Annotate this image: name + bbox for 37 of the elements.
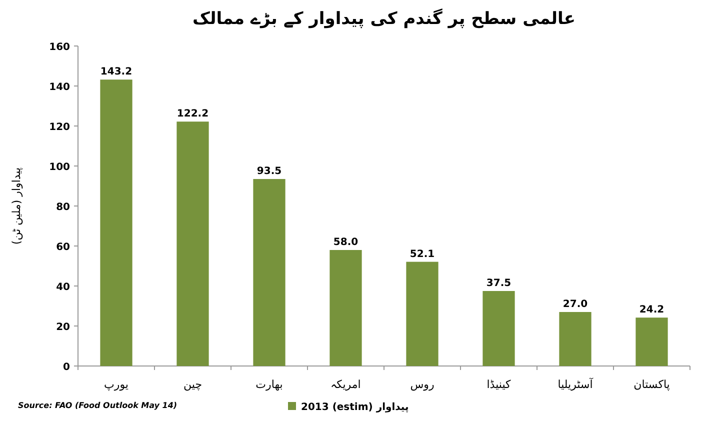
x-tick-label: کینیڈا [486,378,512,391]
y-tick-label: 40 [56,282,70,293]
y-tick-label: 60 [56,242,70,253]
data-label: 27.0 [562,299,588,310]
data-label: 143.2 [100,66,132,78]
x-tick-label: یورپ [104,378,128,391]
y-tick-label: 120 [49,122,70,133]
data-label: 58.0 [333,237,358,248]
chart-title: عالمی سطح پر گندم کی پیداوار کے بڑے ممالک [192,8,576,29]
y-tick-label: 0 [63,362,70,373]
x-tick-label: روس [410,378,434,391]
y-tick-label: 100 [49,162,70,173]
bar [559,312,592,366]
y-tick-label: 160 [49,42,70,53]
x-tick-label: پاکستان [634,378,670,391]
legend-label: 2013 (estim) پیداوار [301,402,409,413]
bar [253,179,286,366]
y-tick-label: 20 [56,322,70,333]
y-tick-label: 140 [49,82,70,93]
x-tick-label: چین [184,378,202,391]
data-label: 24.2 [639,304,664,316]
x-tick-label: بھارت [256,378,283,391]
data-label: 122.2 [176,108,209,120]
y-axis-title: پیداوار (ملین ٹن) [10,167,23,245]
bar [482,291,515,366]
data-label: 52.1 [410,248,435,260]
x-tick-label: امریکہ [330,378,361,391]
data-label: 37.5 [486,278,512,289]
bar [330,250,362,366]
bar [176,122,209,366]
data-label: 93.5 [256,166,282,177]
source-note: Source: FAO (Food Outlook May 14) [18,401,178,410]
bar [636,318,668,366]
bar [406,262,438,366]
y-tick-label: 80 [56,202,70,213]
x-tick-label: آسٹریلیا [558,377,594,391]
bar [100,80,132,366]
